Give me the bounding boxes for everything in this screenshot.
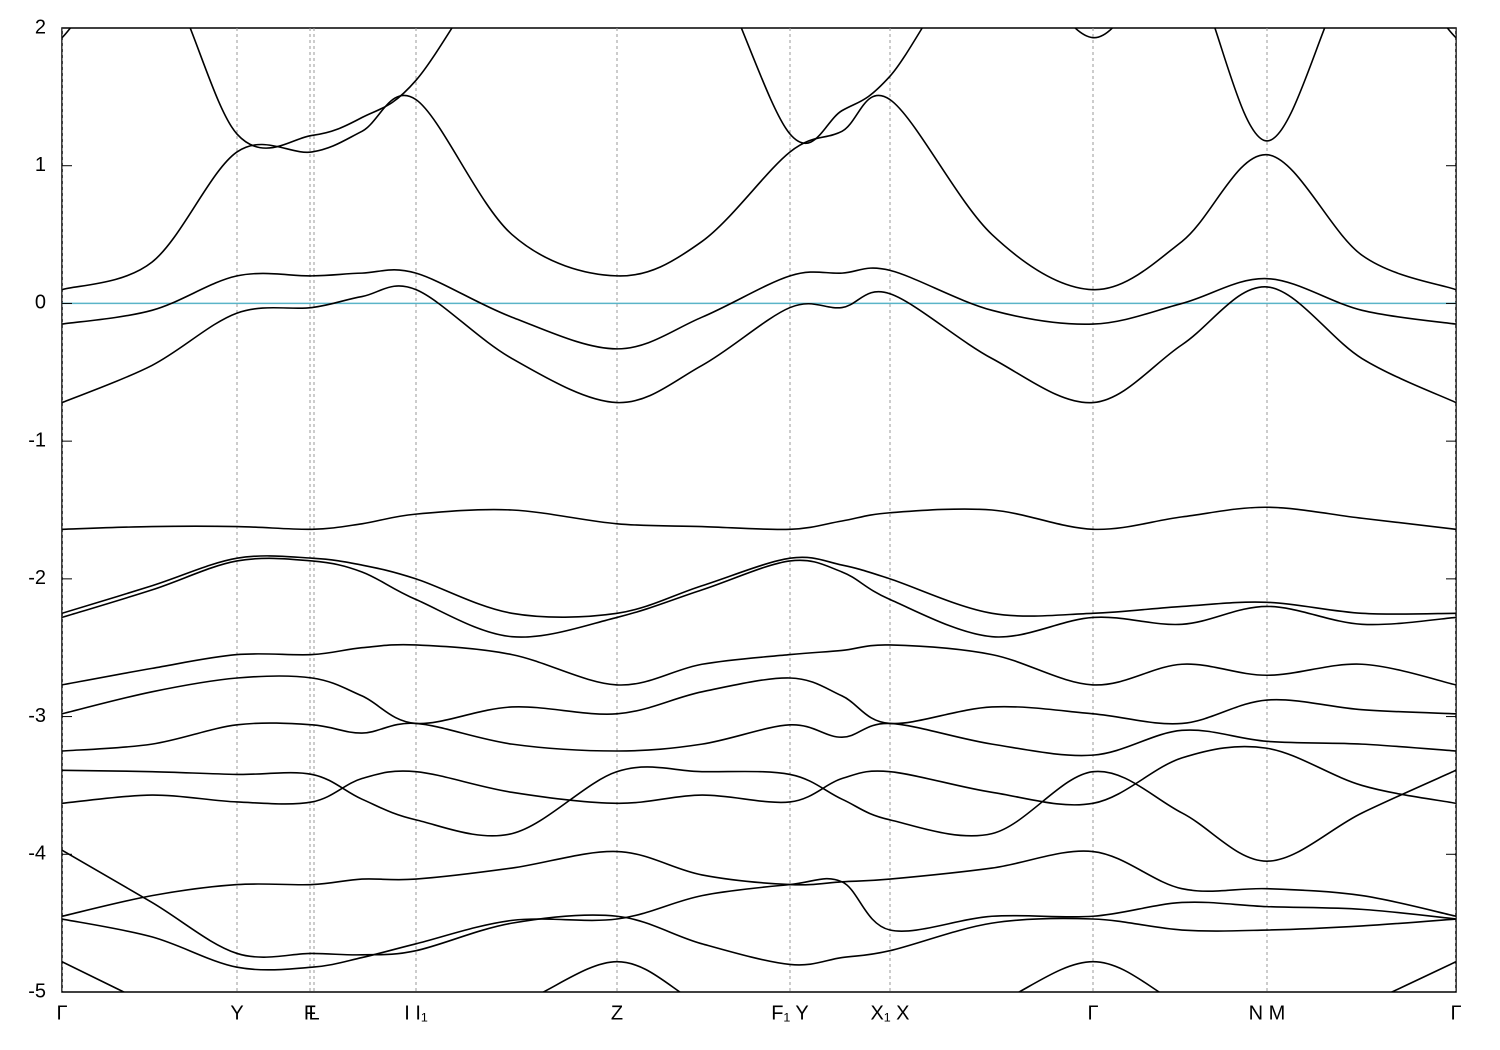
- y-tick-label: -3: [28, 705, 46, 727]
- band-line: [62, 675, 1456, 725]
- y-tick-label: 2: [35, 16, 46, 38]
- band-line: [62, 850, 1456, 918]
- band-line: [62, 506, 1456, 531]
- y-tick-label: -5: [28, 980, 46, 1002]
- band-line: [62, 267, 1456, 350]
- x-tick-label: N M: [1249, 1002, 1286, 1024]
- band-line: [62, 94, 1456, 291]
- x-tick-label: F: [304, 1002, 316, 1024]
- x-tick-label: Γ: [56, 1002, 67, 1024]
- y-tick-label: 0: [35, 292, 46, 314]
- plot-frame: [61, 27, 1457, 993]
- y-tick-label: 1: [35, 154, 46, 176]
- plot-area: [62, 28, 1456, 992]
- x-tick-label: L: [308, 1002, 319, 1024]
- y-tick-label: -2: [28, 567, 46, 589]
- x-tick-label: Γ: [1087, 1002, 1098, 1024]
- band-line: [62, 766, 1456, 862]
- band-line: [62, 643, 1456, 686]
- x-tick-label: I I₁: [404, 1002, 428, 1024]
- x-tick-label: X₁ X: [871, 1002, 910, 1024]
- x-tick-label: Y: [230, 1002, 243, 1024]
- band-line: [62, 960, 1456, 992]
- band-line: [62, 555, 1456, 618]
- band-line: [62, 745, 1456, 806]
- band-line: [62, 557, 1456, 638]
- band-line: [62, 849, 1456, 966]
- band-line: [62, 285, 1456, 404]
- x-tick-label: Z: [611, 1002, 623, 1024]
- y-tick-label: -1: [28, 429, 46, 451]
- band-line: [62, 722, 1456, 757]
- x-tick-label: Γ: [1450, 1002, 1461, 1024]
- band-line: [62, 877, 1456, 971]
- y-tick-label: -4: [28, 843, 46, 865]
- x-tick-label: F₁ Y: [771, 1002, 809, 1024]
- band-line: [62, 28, 1456, 149]
